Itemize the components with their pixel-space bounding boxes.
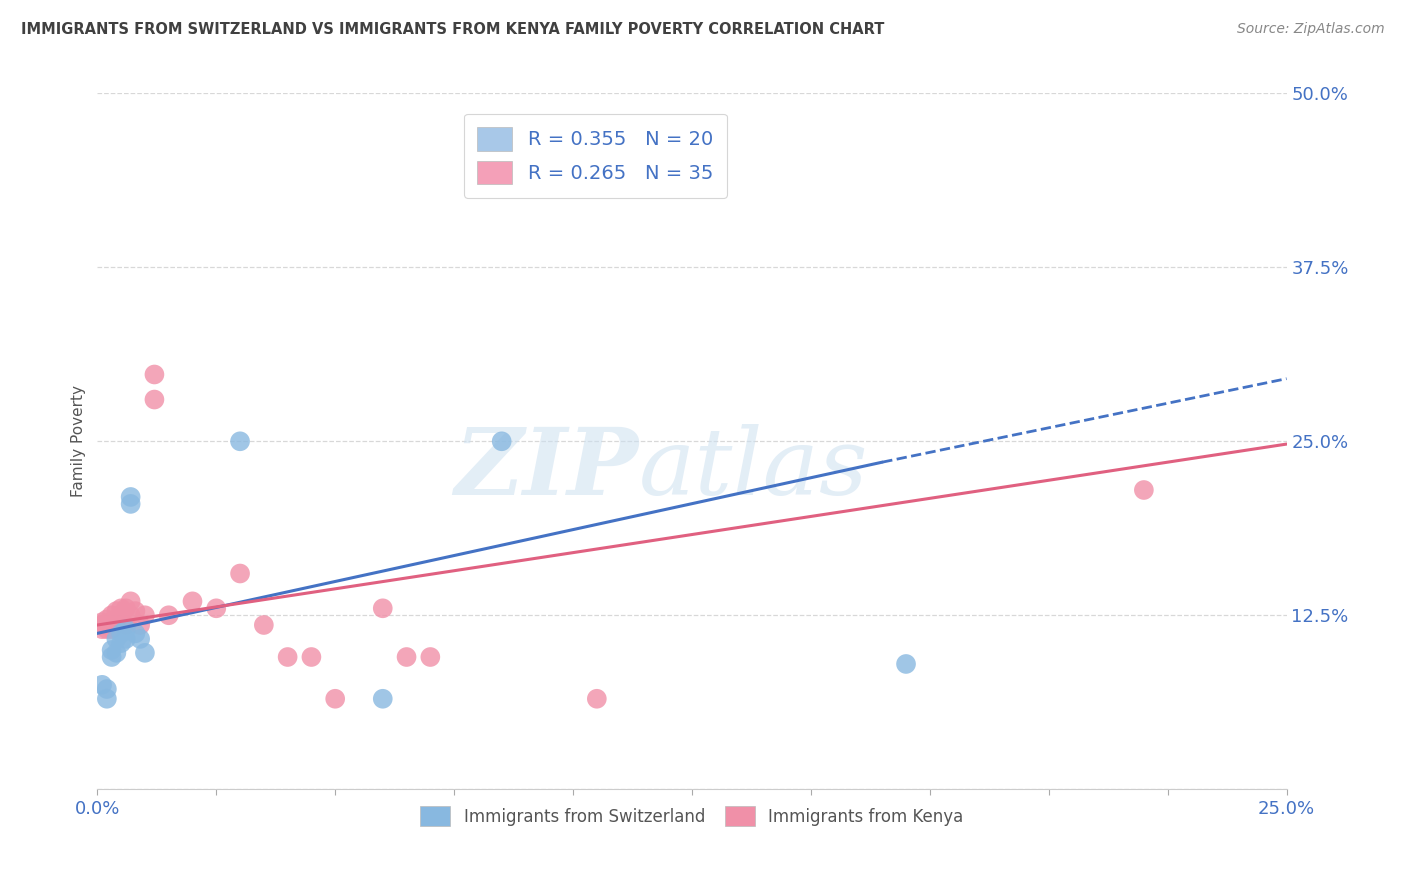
Point [419,650,441,665]
Point [110,608,132,623]
Point [100,650,122,665]
Point [115,622,138,636]
Point [120,594,142,608]
Point [205,601,228,615]
Point [134,608,156,623]
Point [110,636,132,650]
Text: atlas: atlas [638,424,868,514]
Point [100,622,122,636]
Point [129,632,152,646]
Point [100,608,122,623]
Point [129,618,152,632]
Point [91,615,114,630]
Text: IMMIGRANTS FROM SWITZERLAND VS IMMIGRANTS FROM KENYA FAMILY POVERTY CORRELATION : IMMIGRANTS FROM SWITZERLAND VS IMMIGRANT… [21,22,884,37]
Point [157,608,180,623]
Point [124,604,146,618]
Point [229,434,252,449]
Point [105,632,128,646]
Point [96,612,118,626]
Point [299,650,322,665]
Point [124,626,146,640]
Point [120,490,142,504]
Text: Source: ZipAtlas.com: Source: ZipAtlas.com [1237,22,1385,37]
Point [115,618,138,632]
Point [253,618,276,632]
Point [120,497,142,511]
Point [894,657,917,671]
Point [134,646,156,660]
Point [100,615,122,630]
Point [110,601,132,615]
Point [110,626,132,640]
Point [96,622,118,636]
Point [105,604,128,618]
Point [229,566,252,581]
Point [143,368,166,382]
Point [115,601,138,615]
Point [105,612,128,626]
Point [323,691,346,706]
Y-axis label: Family Poverty: Family Poverty [72,385,86,498]
Legend: Immigrants from Switzerland, Immigrants from Kenya: Immigrants from Switzerland, Immigrants … [413,799,970,833]
Point [105,646,128,660]
Point [395,650,418,665]
Point [1133,483,1156,497]
Point [96,691,118,706]
Point [91,618,114,632]
Point [277,650,299,665]
Point [143,392,166,407]
Text: ZIP: ZIP [454,424,638,514]
Point [491,434,513,449]
Point [371,691,394,706]
Point [371,601,394,615]
Point [115,632,138,646]
Point [585,691,607,706]
Point [120,608,142,623]
Point [100,643,122,657]
Point [96,618,118,632]
Point [181,594,204,608]
Point [91,678,114,692]
Point [91,622,114,636]
Point [96,681,118,696]
